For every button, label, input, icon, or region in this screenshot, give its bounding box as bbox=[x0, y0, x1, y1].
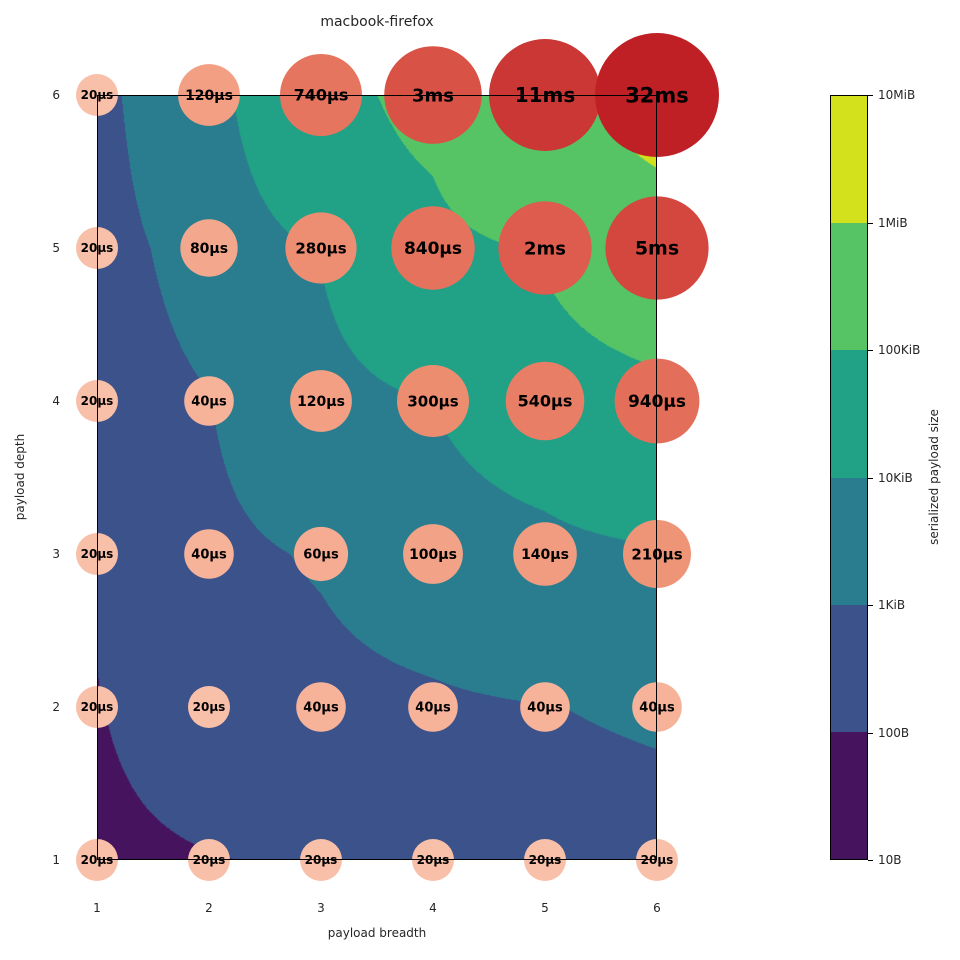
colorbar-band bbox=[831, 604, 867, 732]
colorbar-tick-mark bbox=[868, 860, 873, 861]
colorbar-label: serialized payload size bbox=[927, 409, 941, 545]
colorbar-tick: 1KiB bbox=[878, 598, 906, 612]
colorbar-tick-mark bbox=[868, 605, 873, 606]
y-axis-label: payload depth bbox=[13, 433, 27, 521]
colorbar-tick-mark bbox=[868, 350, 873, 351]
plot-area bbox=[97, 95, 657, 860]
colorbar-tick: 100KiB bbox=[878, 343, 921, 357]
colorbar-tick: 10B bbox=[878, 853, 902, 867]
x-tick: 6 bbox=[653, 901, 661, 915]
colorbar-tick-mark bbox=[868, 478, 873, 479]
x-tick: 1 bbox=[93, 901, 101, 915]
colorbar bbox=[830, 95, 868, 860]
x-tick: 2 bbox=[205, 901, 213, 915]
y-tick: 4 bbox=[52, 394, 60, 408]
colorbar-tick: 10KiB bbox=[878, 471, 913, 485]
colorbar-tick-mark bbox=[868, 223, 873, 224]
colorbar-band bbox=[831, 96, 867, 224]
y-tick: 5 bbox=[52, 241, 60, 255]
colorbar-band bbox=[831, 731, 867, 860]
y-tick: 1 bbox=[52, 853, 60, 867]
colorbar-band bbox=[831, 223, 867, 351]
colorbar-band bbox=[831, 350, 867, 478]
colorbar-tick: 1MiB bbox=[878, 216, 908, 230]
x-axis-label: payload breadth bbox=[327, 926, 427, 940]
contour-canvas bbox=[97, 95, 657, 860]
colorbar-tick-mark bbox=[868, 733, 873, 734]
colorbar-tick-mark bbox=[868, 95, 873, 96]
y-tick: 3 bbox=[52, 547, 60, 561]
y-tick: 2 bbox=[52, 700, 60, 714]
x-tick: 3 bbox=[317, 901, 325, 915]
colorbar-band bbox=[831, 477, 867, 605]
chart-title: macbook-firefox bbox=[320, 14, 434, 30]
colorbar-tick: 10MiB bbox=[878, 88, 916, 102]
x-tick: 4 bbox=[429, 901, 437, 915]
colorbar-tick: 100B bbox=[878, 726, 910, 740]
y-tick: 6 bbox=[52, 88, 60, 102]
x-tick: 5 bbox=[541, 901, 549, 915]
